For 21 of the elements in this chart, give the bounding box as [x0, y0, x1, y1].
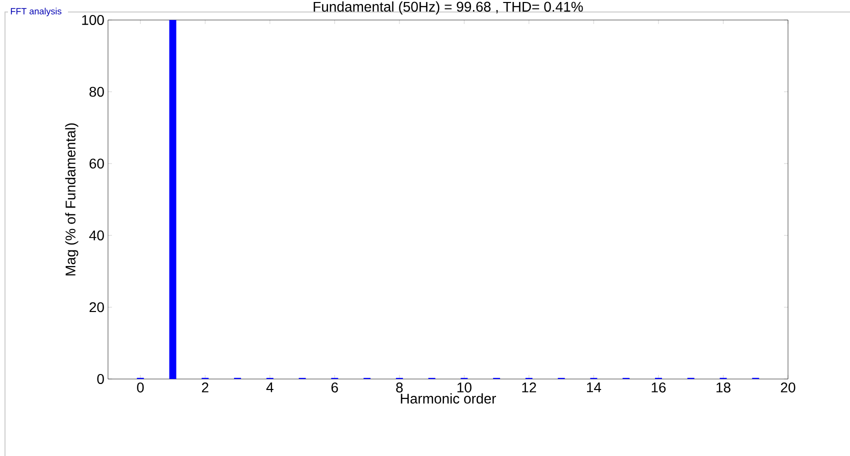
y-tick-label: 0 — [97, 374, 104, 384]
y-tick-label: 40 — [89, 230, 104, 240]
x-tick-label: 4 — [266, 382, 274, 392]
chart-title: Fundamental (50Hz) = 99.68 , THD= 0.41% — [314, 1, 583, 14]
x-tick-label: 18 — [716, 382, 730, 392]
x-tick-label: 14 — [587, 382, 602, 392]
x-tick-label: 20 — [780, 382, 796, 392]
y-tick-label: 80 — [90, 86, 104, 97]
y-tick-label: 100 — [82, 15, 104, 25]
x-axis-title: Harmonic order — [400, 393, 496, 404]
x-tick-label: 6 — [331, 382, 338, 392]
x-tick-label: 8 — [396, 382, 403, 392]
y-axis-title: Mag (% of Fundamental) — [65, 123, 78, 276]
x-tick-label: 2 — [202, 382, 208, 392]
x-tick-label: 12 — [522, 382, 536, 392]
x-tick-label: 10 — [457, 382, 472, 392]
y-tick-label: 20 — [90, 302, 104, 312]
x-tick-label: 16 — [652, 382, 666, 392]
text: FFT analysis — [10, 8, 62, 16]
y-tick-label: 60 — [90, 158, 104, 169]
x-tick-label: 0 — [137, 382, 144, 392]
